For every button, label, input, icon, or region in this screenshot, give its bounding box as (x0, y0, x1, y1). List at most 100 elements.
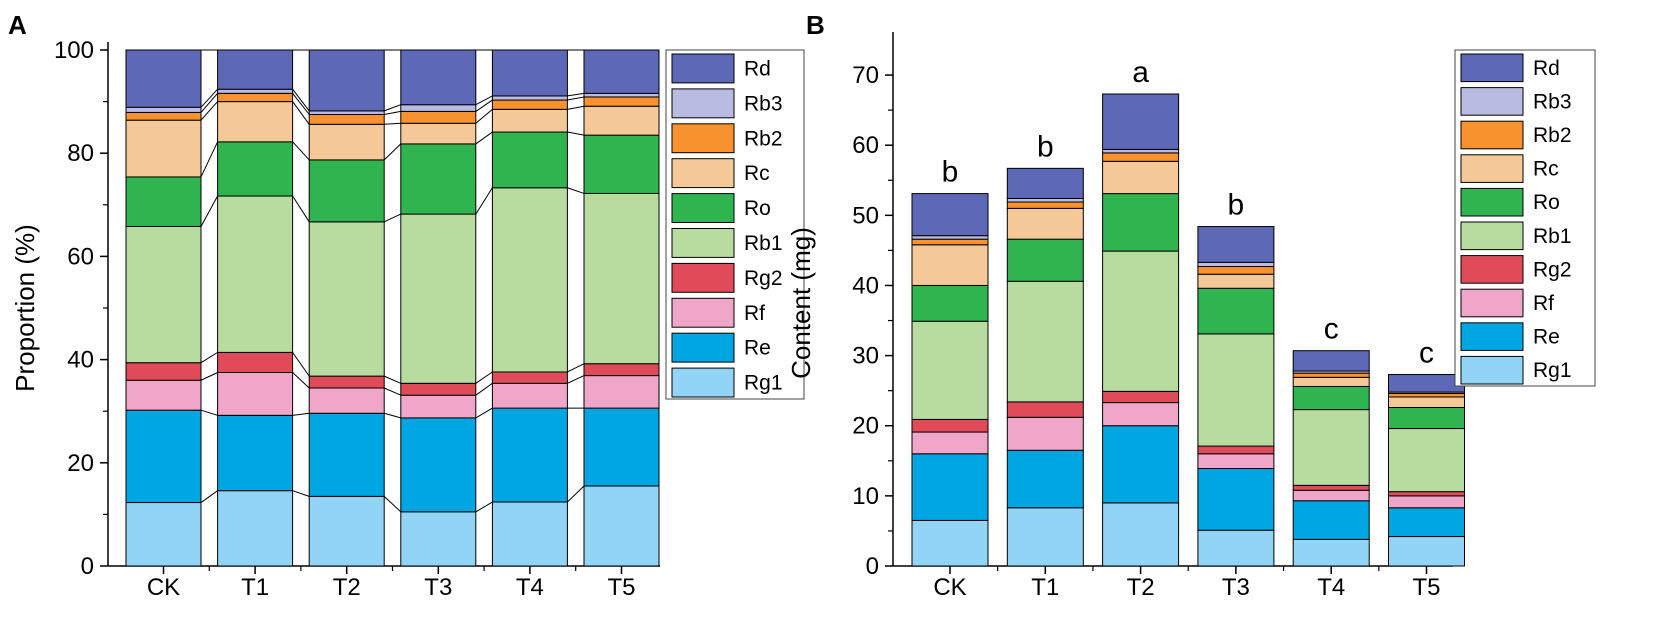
bar-ck-rg2 (125, 362, 202, 381)
legend-swatch-ro (1460, 187, 1524, 217)
bar-t1-rg1 (1006, 507, 1084, 567)
bar-t5-rb1 (583, 192, 660, 365)
y-tick-label: 20 (67, 450, 94, 477)
bar-t5-rf (1388, 495, 1465, 509)
bar-t4-re (1292, 500, 1370, 540)
bar-t3-ro (1197, 287, 1275, 335)
x-tick-label-t4: T4 (516, 574, 544, 601)
significance-label-t3: b (1228, 189, 1245, 222)
bar-t3-rc (400, 122, 477, 145)
y-tick-label: 100 (54, 37, 94, 64)
connector-line (567, 187, 585, 194)
bar-t4-rg2 (491, 371, 568, 384)
connector-line (475, 99, 493, 112)
y-tick-label: 60 (67, 243, 94, 270)
bar-t2-rd (308, 49, 385, 112)
bar-t4-rg1 (1292, 538, 1370, 567)
connector-line (475, 95, 493, 106)
bar-t1-re (1006, 449, 1084, 509)
bar-ck-rc (125, 119, 202, 178)
panel-label-b: B (806, 10, 825, 40)
x-tick-label-t2: T2 (333, 574, 361, 601)
bar-t3-rb1 (400, 213, 477, 384)
x-tick-label-t2: T2 (1127, 574, 1155, 601)
legend: Rd Rb3 Rb2 Rc Ro Rb1 Rg2 Rf Re Rg1 (1454, 49, 1596, 387)
bar-ck-re (125, 409, 202, 504)
significance-label-ck: b (942, 156, 959, 189)
bar-t3-rd (1197, 226, 1275, 263)
bar-t5-rb3 (583, 92, 660, 98)
legend-swatch-rg1 (1460, 355, 1524, 385)
bar-t4-rd (1292, 350, 1370, 372)
connector-line (292, 352, 310, 377)
legend-label-rd: Rd (1533, 57, 1560, 80)
bar-t2-rg1 (1102, 502, 1180, 567)
y-axis-label: Proportion (%) (10, 224, 40, 392)
legend-swatch-ro (671, 193, 735, 224)
bar-t1-rd (217, 49, 294, 90)
bar-t1-ro (1006, 238, 1084, 282)
legend-swatch-rb3 (1460, 87, 1524, 116)
connector-line (567, 485, 585, 503)
bar-t1-rb3 (217, 88, 294, 94)
legend-label-rb3: Rb3 (1533, 90, 1572, 113)
bar-ck-rb3 (911, 235, 989, 240)
x-tick-label-t5: T5 (607, 574, 635, 601)
bar-t1-rb1 (217, 195, 294, 353)
bar-t3-rg1 (1197, 529, 1275, 567)
connector-line (200, 195, 219, 227)
bar-ck-rg1 (911, 519, 989, 567)
connector-line (475, 501, 493, 513)
bar-ck-rg2 (911, 418, 989, 433)
bar-t5-rg2 (583, 363, 660, 377)
x-tick-label-t3: T3 (1222, 574, 1250, 601)
bar-t2-rb3 (1102, 148, 1180, 154)
bar-t5-ro (583, 134, 660, 194)
bar-t5-rb1 (1388, 428, 1465, 493)
bar-t2-ro (308, 159, 385, 223)
bar-t5-rg1 (1388, 536, 1465, 567)
bar-t3-re (400, 417, 477, 513)
bar-t1-rf (1006, 416, 1084, 451)
bar-t4-rb2 (1292, 372, 1370, 378)
bar-ck-rb3 (125, 106, 202, 113)
bar-t3-rc (1197, 273, 1275, 289)
bar-ck-rc (911, 244, 989, 286)
legend-swatch-rb2 (671, 123, 735, 154)
legend-label-rg1: Rg1 (1533, 359, 1572, 382)
bar-t4-rc (491, 108, 568, 133)
x-tick-label-t4: T4 (1317, 574, 1345, 601)
bar-t1-rb2 (217, 92, 294, 103)
connector-line (475, 187, 493, 215)
bar-ck-rf (125, 379, 202, 411)
bar-t2-rb2 (308, 114, 385, 125)
bar-t3-ro (400, 143, 477, 215)
legend-swatch-rf (671, 297, 735, 328)
bar-t2-rg1 (308, 495, 385, 567)
connector-line (200, 409, 218, 416)
bar-t2-rb3 (308, 110, 385, 116)
connector-line (200, 88, 218, 108)
bar-t5-re (583, 407, 660, 487)
bar-t4-rb1 (1292, 409, 1370, 486)
legend-swatch-rg2 (671, 262, 735, 293)
y-tick-label: 50 (852, 202, 879, 229)
connector-line (475, 371, 493, 384)
bar-t3-re (1197, 468, 1275, 531)
connector-line (292, 490, 310, 497)
bar-t5-rg2 (1388, 491, 1465, 497)
connector-line (567, 131, 585, 136)
connector-line (475, 382, 493, 396)
bar-t4-rb3 (491, 95, 568, 101)
connector-line (384, 110, 401, 115)
panel-label-a: A (8, 10, 27, 40)
bar-t4-rb1 (491, 187, 568, 373)
bar-ck-rf (911, 431, 989, 455)
connector-line (567, 105, 585, 110)
x-tick-label-t1: T1 (241, 574, 269, 601)
connector-line (200, 372, 218, 381)
bar-t2-rb1 (308, 221, 385, 377)
connector-line (383, 495, 402, 513)
bar-t3-rf (1197, 453, 1275, 470)
bar-t3-rf (400, 394, 477, 419)
